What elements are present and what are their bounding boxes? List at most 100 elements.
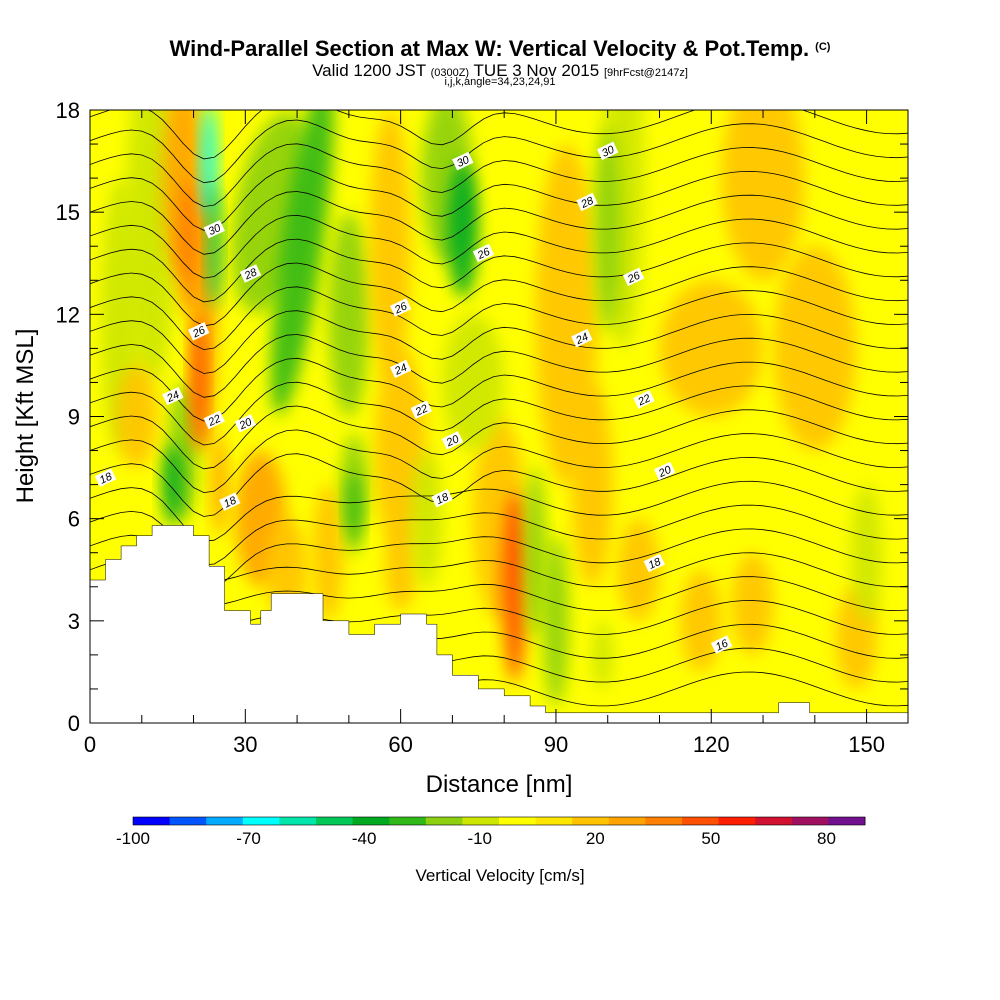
w-region — [524, 467, 546, 638]
w-region — [851, 484, 883, 621]
title-units: (C) — [815, 41, 831, 53]
chart-subtitle: Valid 1200 JST (0300Z) TUE 3 Nov 2015 [9… — [0, 61, 1000, 81]
colorbar-tick-label: 20 — [586, 829, 605, 848]
x-axis-title: Distance [nm] — [426, 771, 573, 798]
contour-label-box — [431, 488, 453, 508]
contour-label: 20 — [237, 416, 255, 433]
contour-label: 18 — [647, 555, 664, 571]
colorbar-tick-label: -10 — [467, 829, 492, 848]
contour-label-box — [188, 322, 210, 341]
contour-label-box — [389, 359, 412, 379]
contour-label: 22 — [413, 403, 430, 419]
contour-label: 22 — [635, 392, 652, 408]
theta-contour — [90, 357, 908, 422]
y-tick-label: 3 — [68, 609, 80, 634]
valid-time: Valid 1200 JST — [312, 61, 426, 80]
contour-label: 26 — [625, 269, 643, 286]
w-region — [178, 178, 199, 315]
contour-label: 24 — [573, 331, 590, 347]
theta-contour — [90, 262, 908, 327]
theta-contour — [90, 334, 908, 398]
terrain — [90, 525, 908, 723]
colorbar-swatch — [169, 817, 207, 825]
contour-label: 30 — [207, 222, 224, 238]
colorbar-swatch — [499, 817, 537, 825]
theta-contour — [90, 480, 908, 542]
x-tick-label: 30 — [233, 732, 257, 757]
theta-contour — [90, 286, 908, 351]
theta-contour — [90, 552, 908, 588]
colorbar-swatch — [133, 817, 171, 825]
contour-label-box — [597, 141, 619, 161]
w-region — [270, 110, 334, 415]
contour-label: 30 — [455, 154, 472, 170]
y-tick-label: 6 — [68, 507, 80, 532]
colorbar-tick-label: -100 — [116, 829, 150, 848]
contour-label-box — [203, 219, 225, 239]
contour-label-box — [633, 390, 655, 409]
theta-contour — [90, 528, 908, 590]
x-tick-label: 0 — [84, 732, 96, 757]
y-tick-label: 12 — [56, 302, 80, 327]
contour-label-box — [94, 468, 117, 488]
colorbar-swatch — [572, 817, 610, 825]
w-region — [207, 184, 221, 308]
colorbar-swatch — [462, 817, 500, 825]
contour-label-box — [571, 328, 593, 348]
contour-label: 28 — [242, 266, 260, 283]
contour-label-box — [441, 431, 464, 450]
colorbar-swatch — [718, 817, 756, 825]
colorbar-swatch — [242, 817, 280, 825]
potential-temperature-contours: 18 24 30 28 26 22 20 18 26 24 22 20 18 30 26 30 28 26 24 22… — [90, 110, 908, 707]
colorbar-label: Vertical Velocity [cm/s] — [415, 866, 584, 885]
theta-contour — [90, 214, 908, 279]
colorbar-swatch — [755, 817, 793, 825]
theta-contour — [90, 167, 908, 231]
w-region — [385, 528, 417, 611]
w-region — [502, 491, 527, 683]
contour-label-box — [622, 267, 645, 287]
contour-label: 22 — [206, 413, 223, 429]
valid-zulu: (0300Z) — [430, 67, 470, 79]
vertical-velocity-field — [100, 110, 883, 706]
contour-label-box — [710, 635, 733, 654]
colorbar-swatch — [791, 817, 829, 825]
contour-label: 18 — [434, 491, 451, 507]
theta-contour — [90, 238, 908, 303]
forecast-info: [9hrFcst@2147z] — [603, 67, 688, 79]
w-region — [773, 246, 857, 451]
contour-label: 18 — [222, 494, 239, 510]
contour-label-box — [576, 192, 598, 212]
colorbar-swatch — [316, 817, 354, 825]
contour-label-box — [234, 414, 257, 433]
contour-label: 26 — [475, 246, 493, 263]
contour-label: 20 — [444, 433, 462, 450]
theta-contour — [90, 110, 908, 160]
w-region — [659, 280, 764, 417]
contour-label-box — [203, 410, 225, 430]
contour-label-box — [452, 151, 474, 171]
w-region — [162, 443, 184, 526]
contour-label: 20 — [656, 464, 674, 481]
theta-contour — [90, 576, 908, 612]
colorbar-tick-label: -40 — [352, 829, 377, 848]
section-params: i,j,k,angle=34,23,24,91 — [444, 76, 556, 88]
colorbar-frame — [132, 816, 866, 826]
contour-label: 16 — [714, 637, 731, 653]
contour-label-box — [239, 264, 262, 283]
x-tick-label: 120 — [693, 732, 730, 757]
contour-label: 24 — [164, 389, 181, 405]
contour-label: 26 — [392, 300, 410, 317]
colorbar-swatch — [352, 817, 390, 825]
colorbar: -100 -70 -40 -10 20 50 80 — [116, 816, 866, 848]
colorbar-swatch — [645, 817, 683, 825]
x-tick-label: 90 — [544, 732, 568, 757]
y-tick-label: 18 — [56, 98, 80, 123]
w-region — [410, 450, 443, 587]
w-region — [328, 212, 370, 417]
colorbar-swatch — [206, 817, 244, 825]
colorbar-swatch — [535, 817, 573, 825]
w-region — [447, 161, 479, 298]
title-text: Wind-Parallel Section at Max W: Vertical… — [169, 36, 810, 61]
